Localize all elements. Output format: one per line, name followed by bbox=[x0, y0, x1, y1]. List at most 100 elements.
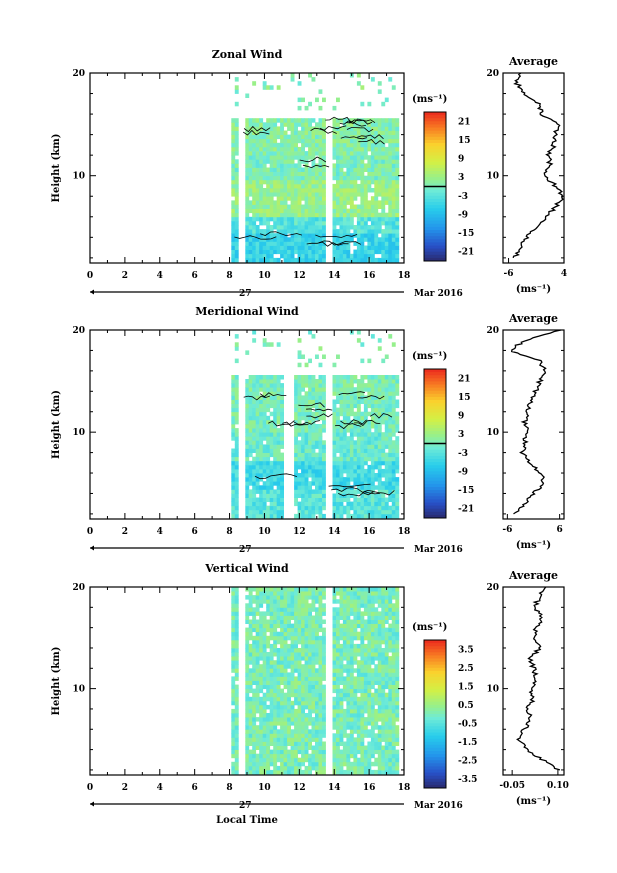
heatmap-cell bbox=[342, 761, 347, 767]
heatmap-cell bbox=[388, 212, 393, 218]
heatmap-cell bbox=[297, 473, 302, 478]
heatmap-cell bbox=[367, 595, 372, 600]
heatmap-cell bbox=[297, 379, 302, 384]
heatmap-cell bbox=[276, 729, 281, 734]
heatmap-cell bbox=[283, 196, 288, 201]
heatmap-cell bbox=[248, 241, 253, 246]
heatmap-cell bbox=[377, 611, 382, 616]
heatmap-cell bbox=[259, 489, 264, 494]
heatmap-cell bbox=[342, 615, 347, 620]
heatmap-cell bbox=[259, 611, 264, 616]
heatmap-cell bbox=[318, 464, 323, 470]
heatmap-cell bbox=[384, 432, 389, 437]
heatmap-cell bbox=[318, 383, 323, 388]
heatmap-cell bbox=[248, 387, 253, 392]
heatmap-cell bbox=[339, 497, 344, 502]
heatmap-cell bbox=[349, 171, 354, 177]
colorbar-band bbox=[424, 158, 446, 163]
heatmap-cell bbox=[342, 188, 347, 193]
heatmap-cell bbox=[346, 733, 351, 738]
heatmap-cell bbox=[294, 379, 298, 384]
heatmap-cell bbox=[381, 200, 386, 205]
heatmap-cell bbox=[301, 395, 305, 400]
heatmap-cell bbox=[301, 753, 305, 759]
heatmap-cell bbox=[255, 611, 260, 616]
heatmap-cell bbox=[252, 627, 257, 633]
heatmap-cell bbox=[283, 708, 288, 714]
heatmap-cell bbox=[332, 196, 337, 201]
heatmap-cell bbox=[381, 192, 386, 197]
heatmap-cell bbox=[301, 167, 305, 172]
heatmap-cell bbox=[304, 375, 309, 380]
heatmap-cell bbox=[301, 680, 305, 685]
heatmap-cell bbox=[245, 660, 250, 665]
heatmap-cell bbox=[377, 717, 382, 722]
heatmap-cell bbox=[308, 757, 312, 763]
heatmap-cell bbox=[262, 399, 267, 404]
heatmap-cell bbox=[388, 155, 393, 160]
heatmap-cell bbox=[259, 599, 264, 604]
heatmap-cell bbox=[388, 424, 393, 429]
heatmap-cell bbox=[252, 383, 257, 388]
heatmap-cell bbox=[252, 619, 257, 624]
heatmap-cell bbox=[336, 200, 340, 205]
heatmap-cell bbox=[395, 428, 400, 433]
heatmap-cell bbox=[255, 676, 260, 681]
heatmap-cell bbox=[353, 603, 358, 608]
heatmap-cell bbox=[294, 639, 298, 645]
heatmap-cell bbox=[252, 513, 257, 519]
heatmap-cell bbox=[384, 428, 389, 433]
heatmap-cell bbox=[280, 196, 284, 201]
heatmap-cell bbox=[252, 648, 257, 653]
heatmap-cell bbox=[346, 692, 351, 698]
heatmap-cell bbox=[255, 167, 260, 172]
heatmap-cell bbox=[259, 403, 264, 409]
heatmap-cell bbox=[353, 208, 358, 214]
heatmap-cell bbox=[315, 387, 319, 392]
heatmap-cell bbox=[280, 142, 284, 148]
heatmap-cell bbox=[248, 428, 253, 433]
heatmap-cell bbox=[248, 253, 253, 259]
heatmap-cell bbox=[332, 220, 337, 226]
heatmap-cell bbox=[318, 192, 323, 197]
heatmap-cell bbox=[245, 684, 250, 690]
heatmap-cell bbox=[346, 216, 351, 222]
heatmap-cell bbox=[370, 411, 375, 417]
heatmap-cell bbox=[342, 497, 347, 502]
heatmap-cell bbox=[377, 257, 382, 263]
heatmap-cell bbox=[290, 208, 295, 214]
heatmap-cell bbox=[276, 387, 281, 392]
heatmap-cell bbox=[353, 253, 358, 259]
heatmap-cell bbox=[377, 509, 382, 515]
heatmap-cell bbox=[370, 456, 375, 462]
heatmap-cell bbox=[322, 708, 326, 714]
heatmap-cell bbox=[255, 485, 260, 490]
heatmap-cell bbox=[381, 664, 386, 669]
heatmap-cell bbox=[259, 253, 264, 259]
heatmap-cell bbox=[262, 342, 267, 347]
heatmap-cell bbox=[342, 627, 347, 633]
heatmap-cell bbox=[255, 208, 260, 214]
heatmap-cell bbox=[283, 237, 288, 242]
heatmap-cell bbox=[381, 668, 386, 673]
heatmap-cell bbox=[262, 81, 267, 86]
heatmap-cell bbox=[276, 175, 281, 181]
heatmap-cell bbox=[356, 623, 361, 629]
heatmap-cell bbox=[356, 330, 361, 335]
heatmap-cell bbox=[318, 668, 323, 673]
heatmap-cell bbox=[349, 237, 354, 242]
heatmap-cell bbox=[377, 167, 382, 172]
y-tick-label: 10 bbox=[72, 428, 85, 438]
heatmap-cell bbox=[322, 138, 326, 144]
heatmap-cell bbox=[308, 196, 312, 201]
colorbar-band bbox=[424, 167, 446, 172]
heatmap-cell bbox=[269, 171, 274, 177]
heatmap-cell bbox=[360, 725, 365, 730]
heatmap-cell bbox=[353, 192, 358, 197]
heatmap-cell bbox=[346, 460, 351, 466]
heatmap-cell bbox=[318, 175, 323, 181]
heatmap-cell bbox=[290, 753, 295, 759]
heatmap-cell bbox=[395, 122, 400, 127]
heatmap-cell bbox=[370, 635, 375, 641]
heatmap-cell bbox=[353, 456, 358, 462]
